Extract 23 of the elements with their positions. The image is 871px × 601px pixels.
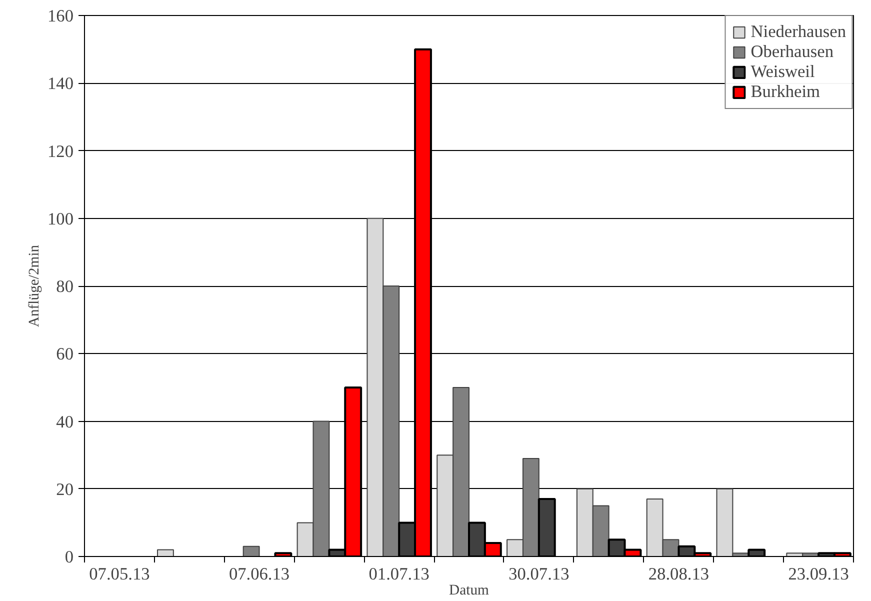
y-tick-label: 140 [48, 74, 74, 94]
x-tick-label: 01.07.13 [368, 564, 430, 584]
legend-label: Niederhausen [750, 22, 846, 42]
y-axis-title: Anflüge/2min [26, 244, 43, 328]
y-tick-label: 20 [56, 480, 74, 499]
y-tick-label: 120 [48, 142, 74, 161]
x-axis-title: Datum [449, 582, 490, 598]
y-tick-label: 60 [56, 344, 74, 364]
y-tick-label: 160 [48, 6, 74, 26]
y-tick-label: 80 [56, 277, 74, 296]
y-tick-label: 0 [64, 548, 74, 566]
bar [156, 549, 174, 556]
legend-label: Oberhausen [750, 42, 834, 62]
x-tick-label: 07.05.13 [89, 564, 150, 584]
x-tick-label: 23.09.13 [788, 564, 849, 584]
bar [242, 546, 260, 556]
legend-label: Burkheim [750, 82, 820, 102]
y-tick-label: 40 [56, 412, 74, 432]
y-tick-label: 100 [48, 209, 74, 228]
x-tick-label: 28.08.13 [648, 564, 710, 584]
x-tick-label: 30.07.13 [508, 564, 570, 584]
x-tick-label: 07.06.13 [228, 564, 290, 584]
legend-label: Weisweil [750, 62, 815, 82]
